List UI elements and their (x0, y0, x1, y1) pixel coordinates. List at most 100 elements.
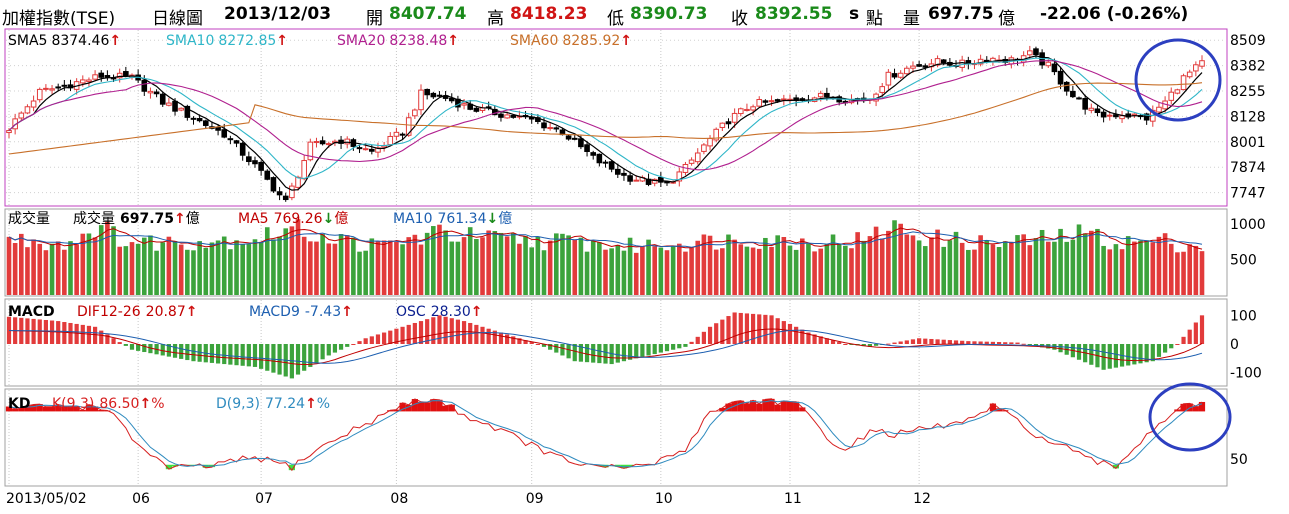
macd-osc-bar (474, 324, 479, 344)
volume-bar (1156, 236, 1162, 295)
price-candle (676, 171, 683, 182)
legend-osc-arrow: ↑ (471, 304, 483, 320)
macd-osc-bar (388, 330, 393, 344)
macd-osc-bar (234, 344, 239, 366)
svg-text:MACD9-7.43↑: MACD9 -7.43↑ (249, 304, 353, 320)
price-candle (215, 126, 221, 131)
macd-osc-bar (511, 336, 516, 344)
price-candle (547, 127, 553, 130)
legend-sma20-value: 8238.48 (389, 33, 447, 49)
sma60-line (8, 82, 1203, 155)
volume-bar (326, 243, 332, 295)
macd-tick-label: 100 (1230, 308, 1257, 324)
macd-osc-bar (861, 344, 866, 347)
kd-overbought-fill (780, 400, 787, 412)
volume-bar (1070, 239, 1076, 295)
volume-bar (689, 247, 694, 295)
macd-osc-bar (80, 324, 85, 344)
price-candle (412, 109, 418, 117)
volume-bar (172, 241, 178, 295)
price-candle (1027, 50, 1033, 56)
legend-vol-ma5-value: 769.26 (274, 211, 323, 227)
price-candle (43, 87, 49, 90)
price-candle (1113, 114, 1119, 118)
macd-osc-bar (966, 341, 971, 344)
kd-d-line (8, 400, 1203, 468)
volume-bar (695, 240, 701, 295)
svg-text:MACD: MACD (8, 304, 55, 320)
price-candle (166, 102, 172, 106)
volume-bar (560, 233, 565, 295)
volume-bar (621, 250, 627, 295)
volume-bar (603, 249, 608, 295)
price-candle (1088, 107, 1095, 111)
volume-bar (683, 251, 688, 295)
kd-highlight-circle (1148, 382, 1232, 452)
macd-osc-bar (1132, 344, 1137, 365)
kd-overbought-fill (1198, 401, 1206, 412)
price-candle (627, 175, 633, 182)
volume-bar (867, 236, 873, 295)
price-candle (461, 103, 467, 106)
macd-osc-bar (732, 312, 737, 344)
volume-bar (1039, 229, 1045, 295)
price-candle (756, 99, 763, 107)
high-value: 8418.23 (510, 4, 588, 24)
volume-bar (590, 240, 596, 295)
macd-osc-bar (1144, 344, 1149, 363)
legend-d-arrow: ↑ (305, 396, 317, 412)
volume-bar (308, 241, 313, 295)
kd-overbought-fill (430, 399, 437, 412)
macd-osc-bar (843, 344, 848, 345)
volume-bar (154, 250, 159, 295)
macd-osc-bar (222, 344, 227, 365)
volume-bar (812, 251, 817, 295)
macd-osc-bar (849, 344, 854, 345)
macd-osc-bar (775, 318, 780, 344)
price-tick-label: 7747 (1230, 186, 1266, 202)
macd-osc-bar (597, 344, 602, 364)
volume-bar (1015, 235, 1020, 295)
volume-bar (301, 236, 307, 295)
macd-osc-bar (240, 344, 245, 366)
volume-bar (68, 241, 73, 295)
volume-bar (264, 227, 270, 295)
price-candles (6, 45, 1205, 202)
legend-vol-ma10: MA10 (393, 211, 432, 227)
volume-bar (55, 241, 61, 295)
price-candle (338, 139, 344, 144)
macd-osc-bar (363, 338, 368, 344)
macd-osc-bar (714, 323, 719, 344)
macd-osc-bar (49, 320, 55, 344)
price-candle (153, 91, 160, 95)
date-value: 2013/12/03 (224, 4, 332, 24)
price-candle (239, 142, 246, 156)
price-candle (221, 129, 228, 138)
volume-bar (904, 234, 910, 295)
macd-osc-bar (941, 339, 946, 344)
volume-bar (541, 250, 547, 295)
price-candle (36, 88, 43, 101)
price-panel-frame (4, 28, 1228, 207)
volume-bar (277, 236, 282, 295)
volume-bar (529, 247, 535, 295)
x-tick-label: 10 (655, 491, 673, 507)
macd-osc-bar (929, 338, 934, 344)
price-candle (1186, 71, 1193, 78)
legend-sma10: SMA10 (166, 33, 214, 49)
price-candle (910, 65, 916, 69)
volume-bar (578, 237, 584, 295)
macd-osc-bar (689, 341, 694, 344)
macd-osc-bar (972, 341, 977, 344)
kd-overbought-fill (30, 404, 37, 412)
price-candle (565, 135, 572, 140)
macd-osc-bar (172, 344, 178, 358)
legend-sma5: SMA5 (8, 33, 47, 49)
price-candle (940, 59, 947, 64)
volume-bar (775, 235, 780, 295)
kd-oversold-fill (596, 464, 603, 467)
macd-osc-bar (111, 338, 116, 344)
macd-osc-bar (99, 330, 104, 344)
macd-osc-bar (886, 343, 891, 345)
